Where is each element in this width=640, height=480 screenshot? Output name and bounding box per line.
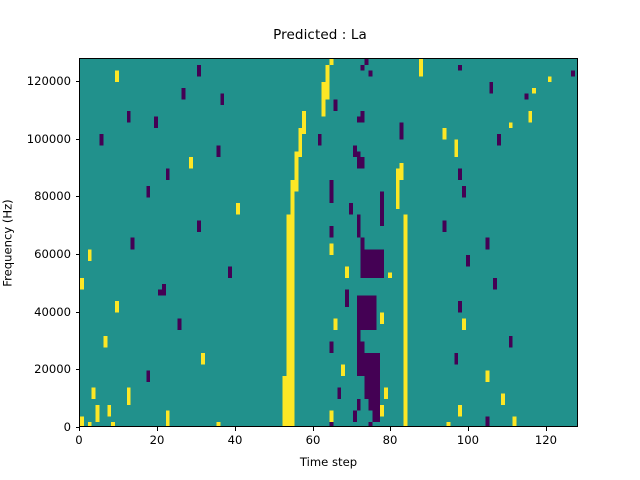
y-tick-label: 20000 [34,362,71,376]
spectrogram-heatmap [80,59,577,426]
y-tick-mark [75,427,79,429]
y-tick-mark [75,196,79,198]
x-tick-mark [157,427,159,431]
heatmap-plot-area [79,58,578,427]
x-tick-label: 80 [382,433,398,447]
x-tick-mark [390,427,392,431]
x-tick-label: 20 [149,433,165,447]
x-tick-label: 100 [456,433,480,447]
y-tick-label: 120000 [26,74,71,88]
y-tick-label: 0 [63,420,71,434]
y-tick-mark [75,312,79,314]
x-tick-mark [468,427,470,431]
x-tick-label: 0 [75,433,83,447]
y-axis-label: Frequency (Hz) [0,58,16,427]
y-tick-mark [75,369,79,371]
x-tick-mark [313,427,315,431]
y-tick-label: 60000 [34,247,71,261]
y-tick-mark [75,254,79,256]
x-tick-label: 60 [305,433,321,447]
x-axis-label: Time step [299,455,358,469]
x-tick-mark [235,427,237,431]
x-tick-mark [79,427,81,431]
y-tick-mark [75,139,79,141]
x-tick-mark [546,427,548,431]
x-tick-label: 120 [534,433,558,447]
y-tick-label: 40000 [34,305,71,319]
page-title: Predicted : La [273,27,367,43]
y-tick-label: 80000 [34,189,71,203]
y-axis-label-text: Frequency (Hz) [1,198,15,287]
y-tick-label: 100000 [26,132,71,146]
y-tick-mark [75,81,79,83]
x-tick-label: 40 [227,433,243,447]
